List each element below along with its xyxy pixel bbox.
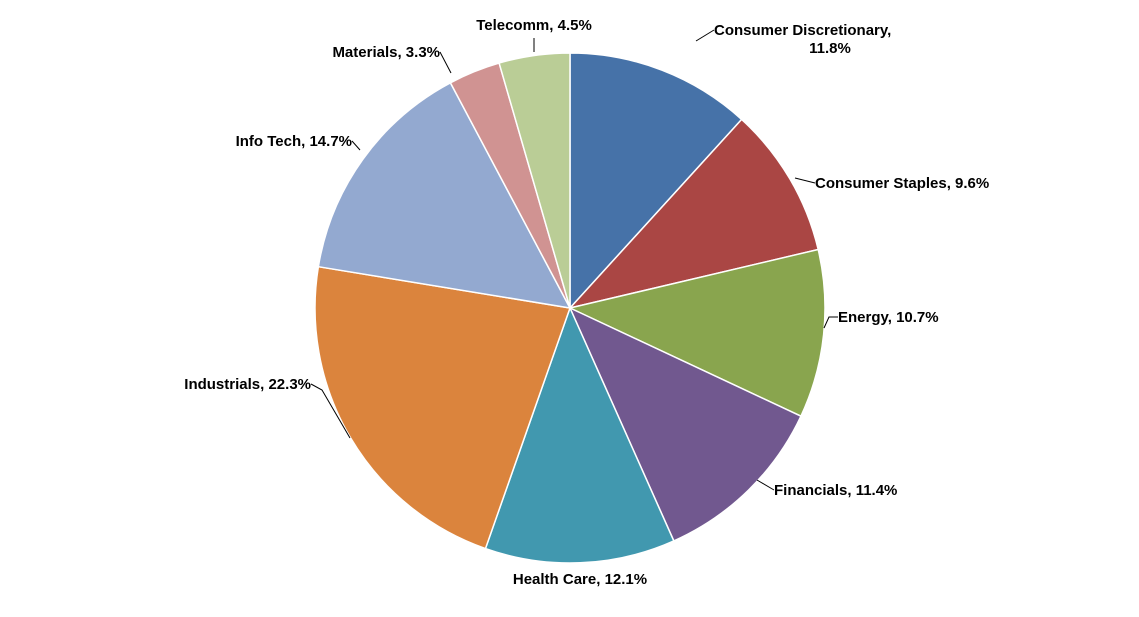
pie-slice-energy [567, 248, 826, 418]
slice-label-consumer-staples: Consumer Staples, 9.6% [815, 175, 989, 192]
slice-label-energy: Energy, 10.7% [838, 309, 939, 326]
slice-label-materials: Materials, 3.3% [332, 44, 440, 61]
pie-slices [314, 52, 826, 564]
pie-slice-financials [568, 306, 802, 542]
leader-line-consumer-staples [794, 177, 816, 184]
pie-slice-health-care [484, 305, 675, 564]
slice-label-industrials: Industrials, 22.3% [184, 376, 311, 393]
slice-label-telecomm: Telecomm, 4.5% [476, 17, 592, 34]
pie-slice-consumer-staples [567, 118, 820, 310]
leader-line-financials [756, 479, 775, 491]
leader-line-info-tech [351, 140, 361, 151]
slice-label-info-tech: Info Tech, 14.7% [236, 133, 352, 150]
leader-line-industrials [310, 383, 351, 439]
leader-line-consumer-discretionary [695, 29, 715, 42]
pie-slice-industrials [314, 265, 572, 550]
slice-label-consumer-discretionary-line2: 11.8% [809, 40, 851, 57]
slice-label-consumer-discretionary: Consumer Discretionary, [714, 22, 891, 39]
pie-slice-telecomm [498, 52, 571, 309]
pie-slice-consumer-discretionary [569, 52, 743, 310]
leader-line-energy [823, 316, 838, 329]
pie-slice-info-tech [317, 81, 572, 309]
slice-label-health-care: Health Care, 12.1% [513, 571, 647, 588]
slice-labels: Consumer Discretionary,11.8% Consumer Sta… [184, 17, 989, 588]
leader-line-materials [439, 51, 452, 74]
slice-label-financials: Financials, 11.4% [774, 482, 897, 499]
leader-lines [310, 29, 838, 491]
